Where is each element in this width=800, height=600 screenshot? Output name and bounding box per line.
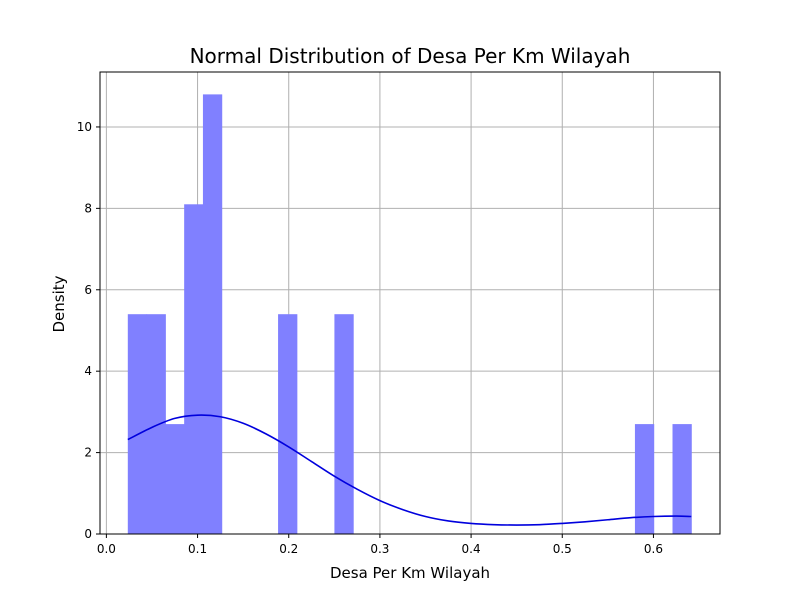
x-tick-label: 0.2 (279, 542, 298, 556)
y-tick-label: 2 (84, 446, 92, 460)
histogram-bars (127, 94, 692, 534)
y-tick-label: 0 (84, 527, 92, 541)
histogram-bar (672, 424, 692, 534)
x-tick-label: 0.4 (462, 542, 481, 556)
y-tick-label: 4 (84, 364, 92, 378)
x-tick-label: 0.6 (644, 542, 663, 556)
x-tick-label: 0.5 (553, 542, 572, 556)
y-tick-label: 6 (84, 283, 92, 297)
histogram-bar (334, 314, 354, 534)
x-tick-label: 0.3 (370, 542, 389, 556)
x-tick-label: 0.1 (188, 542, 207, 556)
histogram-bar (634, 424, 655, 534)
plot-frame (99, 71, 721, 535)
histogram-bar (165, 424, 185, 534)
x-tick-label: 0.0 (97, 542, 116, 556)
kde-curve-group (127, 414, 692, 526)
histogram-bar (202, 94, 223, 534)
histogram-bar (146, 314, 166, 534)
x-axis-label: Desa Per Km Wilayah (330, 564, 490, 582)
y-tick-label: 8 (84, 201, 92, 215)
histogram-bar (184, 204, 204, 534)
axis-ticks: 0.0 0.1 0.2 0.3 0.4 0.5 0.6 0 2 4 6 8 10 (77, 120, 663, 556)
y-tick-label: 10 (77, 120, 92, 134)
histogram-bar (127, 314, 148, 534)
histogram-bar (278, 314, 298, 534)
chart-title: Normal Distribution of Desa Per Km Wilay… (190, 44, 631, 68)
y-axis-label: Density (50, 275, 68, 332)
kde-curve (127, 414, 692, 526)
